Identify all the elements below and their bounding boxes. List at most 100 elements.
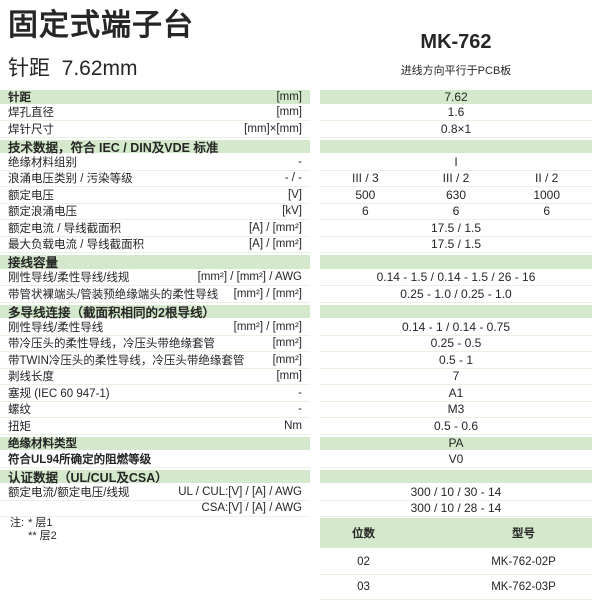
- spec-unit: [V]: [287, 188, 302, 201]
- spec-unit: [mm²]: [272, 337, 302, 350]
- spec-row-left-cell: 接线容量: [0, 253, 310, 270]
- spec-value-cell: [320, 302, 592, 319]
- spec-row-left-cell: 刚性导线/柔性导线 [mm²] / [mm²]: [0, 319, 310, 336]
- spec-label: 塞规 (IEC 60 947-1): [8, 387, 110, 400]
- column-gutter: [310, 335, 320, 352]
- row-right-margin: [592, 369, 612, 386]
- spec-row-left-cell: 针距 [mm]: [0, 88, 310, 105]
- model-number: MK-762: [420, 31, 492, 53]
- spec-label: 接线容量: [8, 256, 59, 271]
- spec-value: 1000: [533, 187, 561, 202]
- spec-row: CSA:[V] / [A] / AWG 300 / 10 / 28 - 14: [0, 500, 612, 517]
- spec-value-cell: 0.14 - 1.5 / 0.14 - 1.5 / 26 - 16: [320, 269, 592, 286]
- spec-row-left-cell: 剥线长度 [mm]: [0, 368, 310, 385]
- model-note: 进线方向平行于PCB板: [400, 65, 512, 77]
- spec-value: 0.5 - 1: [438, 352, 474, 367]
- spec-row: 技术数据，符合 IEC / DIN及VDE 标准: [0, 137, 612, 155]
- spec-value: III / 3: [351, 171, 379, 186]
- spec-value: 300 / 10 / 30 - 14: [410, 484, 502, 499]
- spec-value-cell: V0: [320, 451, 592, 468]
- spec-row-left-cell: 带管状裸端头/管装预绝缘端头的柔性导线 [mm²] / [mm²]: [0, 286, 310, 303]
- row-right-margin: [592, 435, 612, 452]
- column-gutter: [310, 302, 320, 319]
- spec-value: 6: [361, 204, 369, 219]
- models-table-row: 02 MK-762-02P: [320, 550, 592, 575]
- row-right-margin: [592, 237, 612, 254]
- spec-value: 300 / 10 / 28 - 14: [410, 501, 502, 516]
- spec-unit: [mm²]: [272, 353, 302, 366]
- spec-value: M3: [447, 402, 465, 417]
- spec-value-cell: A1: [320, 385, 592, 402]
- spec-value: 500: [355, 187, 376, 202]
- column-gutter: [310, 137, 320, 154]
- spec-unit: [mm]: [276, 370, 302, 383]
- spec-label: 带TWIN冷压头的柔性导线，冷压头带绝缘套管: [8, 354, 245, 367]
- footnote-lines: * 层1 ** 层2: [28, 517, 57, 543]
- column-gutter: [310, 236, 320, 253]
- column-gutter: [310, 203, 320, 220]
- row-right-margin: [592, 220, 612, 237]
- column-gutter: [310, 500, 320, 517]
- positions-value: 03: [357, 581, 370, 593]
- spec-value: 0.14 - 1.5 / 0.14 - 1.5 / 26 - 16: [376, 270, 536, 285]
- spec-value: 0.14 - 1 / 0.14 - 0.75: [401, 319, 511, 334]
- row-right-margin: [592, 303, 612, 320]
- page-title: 固定式端子台: [8, 9, 194, 42]
- spec-value: 6: [543, 204, 551, 219]
- spec-value-cell: I: [320, 154, 592, 171]
- spec-row-left-cell: 带冷压头的柔性导线，冷压头带绝缘套管 [mm²]: [0, 335, 310, 352]
- row-right-margin: [592, 402, 612, 419]
- spec-label: 螺纹: [8, 404, 31, 417]
- spec-value: I: [454, 154, 458, 169]
- spec-value-cell: 0.14 - 1 / 0.14 - 0.75: [320, 319, 592, 336]
- footnote-prefix: 注:: [10, 517, 25, 529]
- column-gutter: [310, 319, 320, 336]
- type-value: MK-762-03P: [491, 581, 556, 593]
- spec-value-cell: 0.5 - 1: [320, 352, 592, 369]
- spec-unit: Nm: [284, 419, 302, 432]
- spec-value-cell: [320, 253, 592, 270]
- spec-row-left-cell: 额定浪涌电压 [kV]: [0, 203, 310, 220]
- spec-value-cell: 6 6 6: [320, 203, 592, 220]
- spec-row-left-cell: 额定电流/额定电压/线规 UL / CUL:[V] / [A] / AWG: [0, 484, 310, 501]
- row-right-margin: [592, 204, 612, 221]
- spec-row: 额定电压 [V] 500 630 1000: [0, 187, 612, 204]
- spec-value-triple: 500 630 1000: [320, 187, 592, 203]
- spec-row-left-cell: CSA:[V] / [A] / AWG: [0, 500, 310, 517]
- spec-value: 0.8×1: [440, 121, 472, 136]
- column-gutter: [310, 154, 320, 171]
- spec-value-cell: III / 3 III / 2 II / 2: [320, 170, 592, 187]
- row-right-margin: [592, 352, 612, 369]
- spec-row: 绝缘材料类型 PA: [0, 434, 612, 452]
- spec-value-cell: 1.6: [320, 104, 592, 121]
- spec-label: 额定浪涌电压: [8, 206, 77, 219]
- row-right-margin: [592, 88, 612, 105]
- spec-row-left-cell: 螺纹 -: [0, 401, 310, 418]
- column-gutter: [310, 170, 320, 187]
- spec-value-cell: 7: [320, 368, 592, 385]
- row-right-margin: [592, 154, 612, 171]
- spec-row-left-cell: 焊针尺寸 [mm]×[mm]: [0, 121, 310, 138]
- spec-label: 针距: [8, 91, 31, 104]
- column-gutter: [310, 253, 320, 270]
- spec-row-left-cell: 最大负载电流 / 导线截面积 [A] / [mm²]: [0, 236, 310, 253]
- spec-value-cell: 7.62: [320, 88, 592, 105]
- spec-unit: [mm]×[mm]: [244, 122, 302, 135]
- spec-row: 剥线长度 [mm] 7: [0, 368, 612, 386]
- spec-unit: [mm²] / [mm²]: [233, 320, 302, 333]
- row-right-margin: [592, 468, 612, 485]
- spec-value: 0.25 - 1.0 / 0.25 - 1.0: [400, 286, 512, 301]
- row-right-margin: [592, 105, 612, 122]
- spec-row-left-cell: 浪涌电压类别 / 污染等级 - / -: [0, 170, 310, 187]
- spec-label: 焊孔直径: [8, 107, 54, 120]
- spec-value: V0: [448, 451, 464, 466]
- spec-value: A1: [448, 385, 464, 400]
- spec-label: 认证数据（UL/CUL及CSA）: [8, 470, 168, 485]
- spec-row: 带冷压头的柔性导线，冷压头带绝缘套管 [mm²] 0.25 - 0.5: [0, 335, 612, 352]
- spec-label: 绝缘材料组别: [8, 156, 77, 169]
- spec-value-cell: PA: [320, 434, 592, 451]
- spec-row: 焊针尺寸 [mm]×[mm] 0.8×1: [0, 121, 612, 138]
- spec-label: 额定电流/额定电压/线规: [8, 486, 130, 499]
- column-gutter: [310, 269, 320, 286]
